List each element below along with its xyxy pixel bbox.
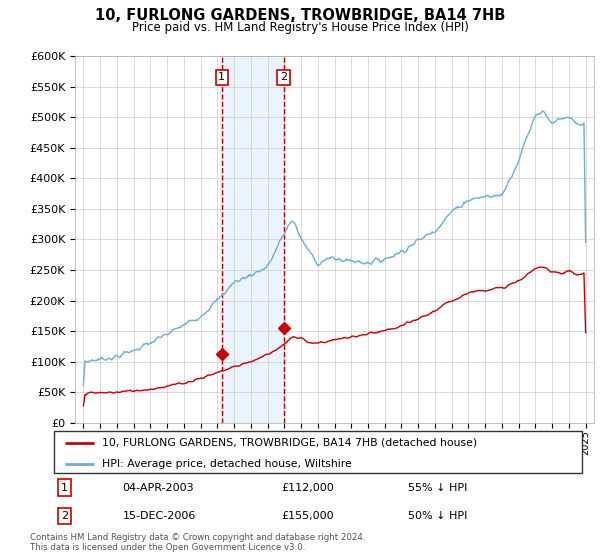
Text: 2: 2 [61, 511, 68, 521]
Text: 55% ↓ HPI: 55% ↓ HPI [408, 483, 467, 493]
Text: 10, FURLONG GARDENS, TROWBRIDGE, BA14 7HB: 10, FURLONG GARDENS, TROWBRIDGE, BA14 7H… [95, 8, 505, 24]
Text: This data is licensed under the Open Government Licence v3.0.: This data is licensed under the Open Gov… [30, 543, 305, 552]
Text: 15-DEC-2006: 15-DEC-2006 [122, 511, 196, 521]
Text: 1: 1 [61, 483, 68, 493]
FancyBboxPatch shape [54, 431, 582, 473]
Text: Price paid vs. HM Land Registry's House Price Index (HPI): Price paid vs. HM Land Registry's House … [131, 21, 469, 34]
Text: 1: 1 [218, 72, 226, 82]
Text: £112,000: £112,000 [281, 483, 334, 493]
Text: 10, FURLONG GARDENS, TROWBRIDGE, BA14 7HB (detached house): 10, FURLONG GARDENS, TROWBRIDGE, BA14 7H… [101, 438, 476, 448]
Text: £155,000: £155,000 [281, 511, 334, 521]
Bar [222, 56, 284, 423]
Text: 2: 2 [280, 72, 287, 82]
Text: HPI: Average price, detached house, Wiltshire: HPI: Average price, detached house, Wilt… [101, 459, 351, 469]
Text: 50% ↓ HPI: 50% ↓ HPI [408, 511, 467, 521]
Text: Contains HM Land Registry data © Crown copyright and database right 2024.: Contains HM Land Registry data © Crown c… [30, 533, 365, 542]
Text: 04-APR-2003: 04-APR-2003 [122, 483, 194, 493]
